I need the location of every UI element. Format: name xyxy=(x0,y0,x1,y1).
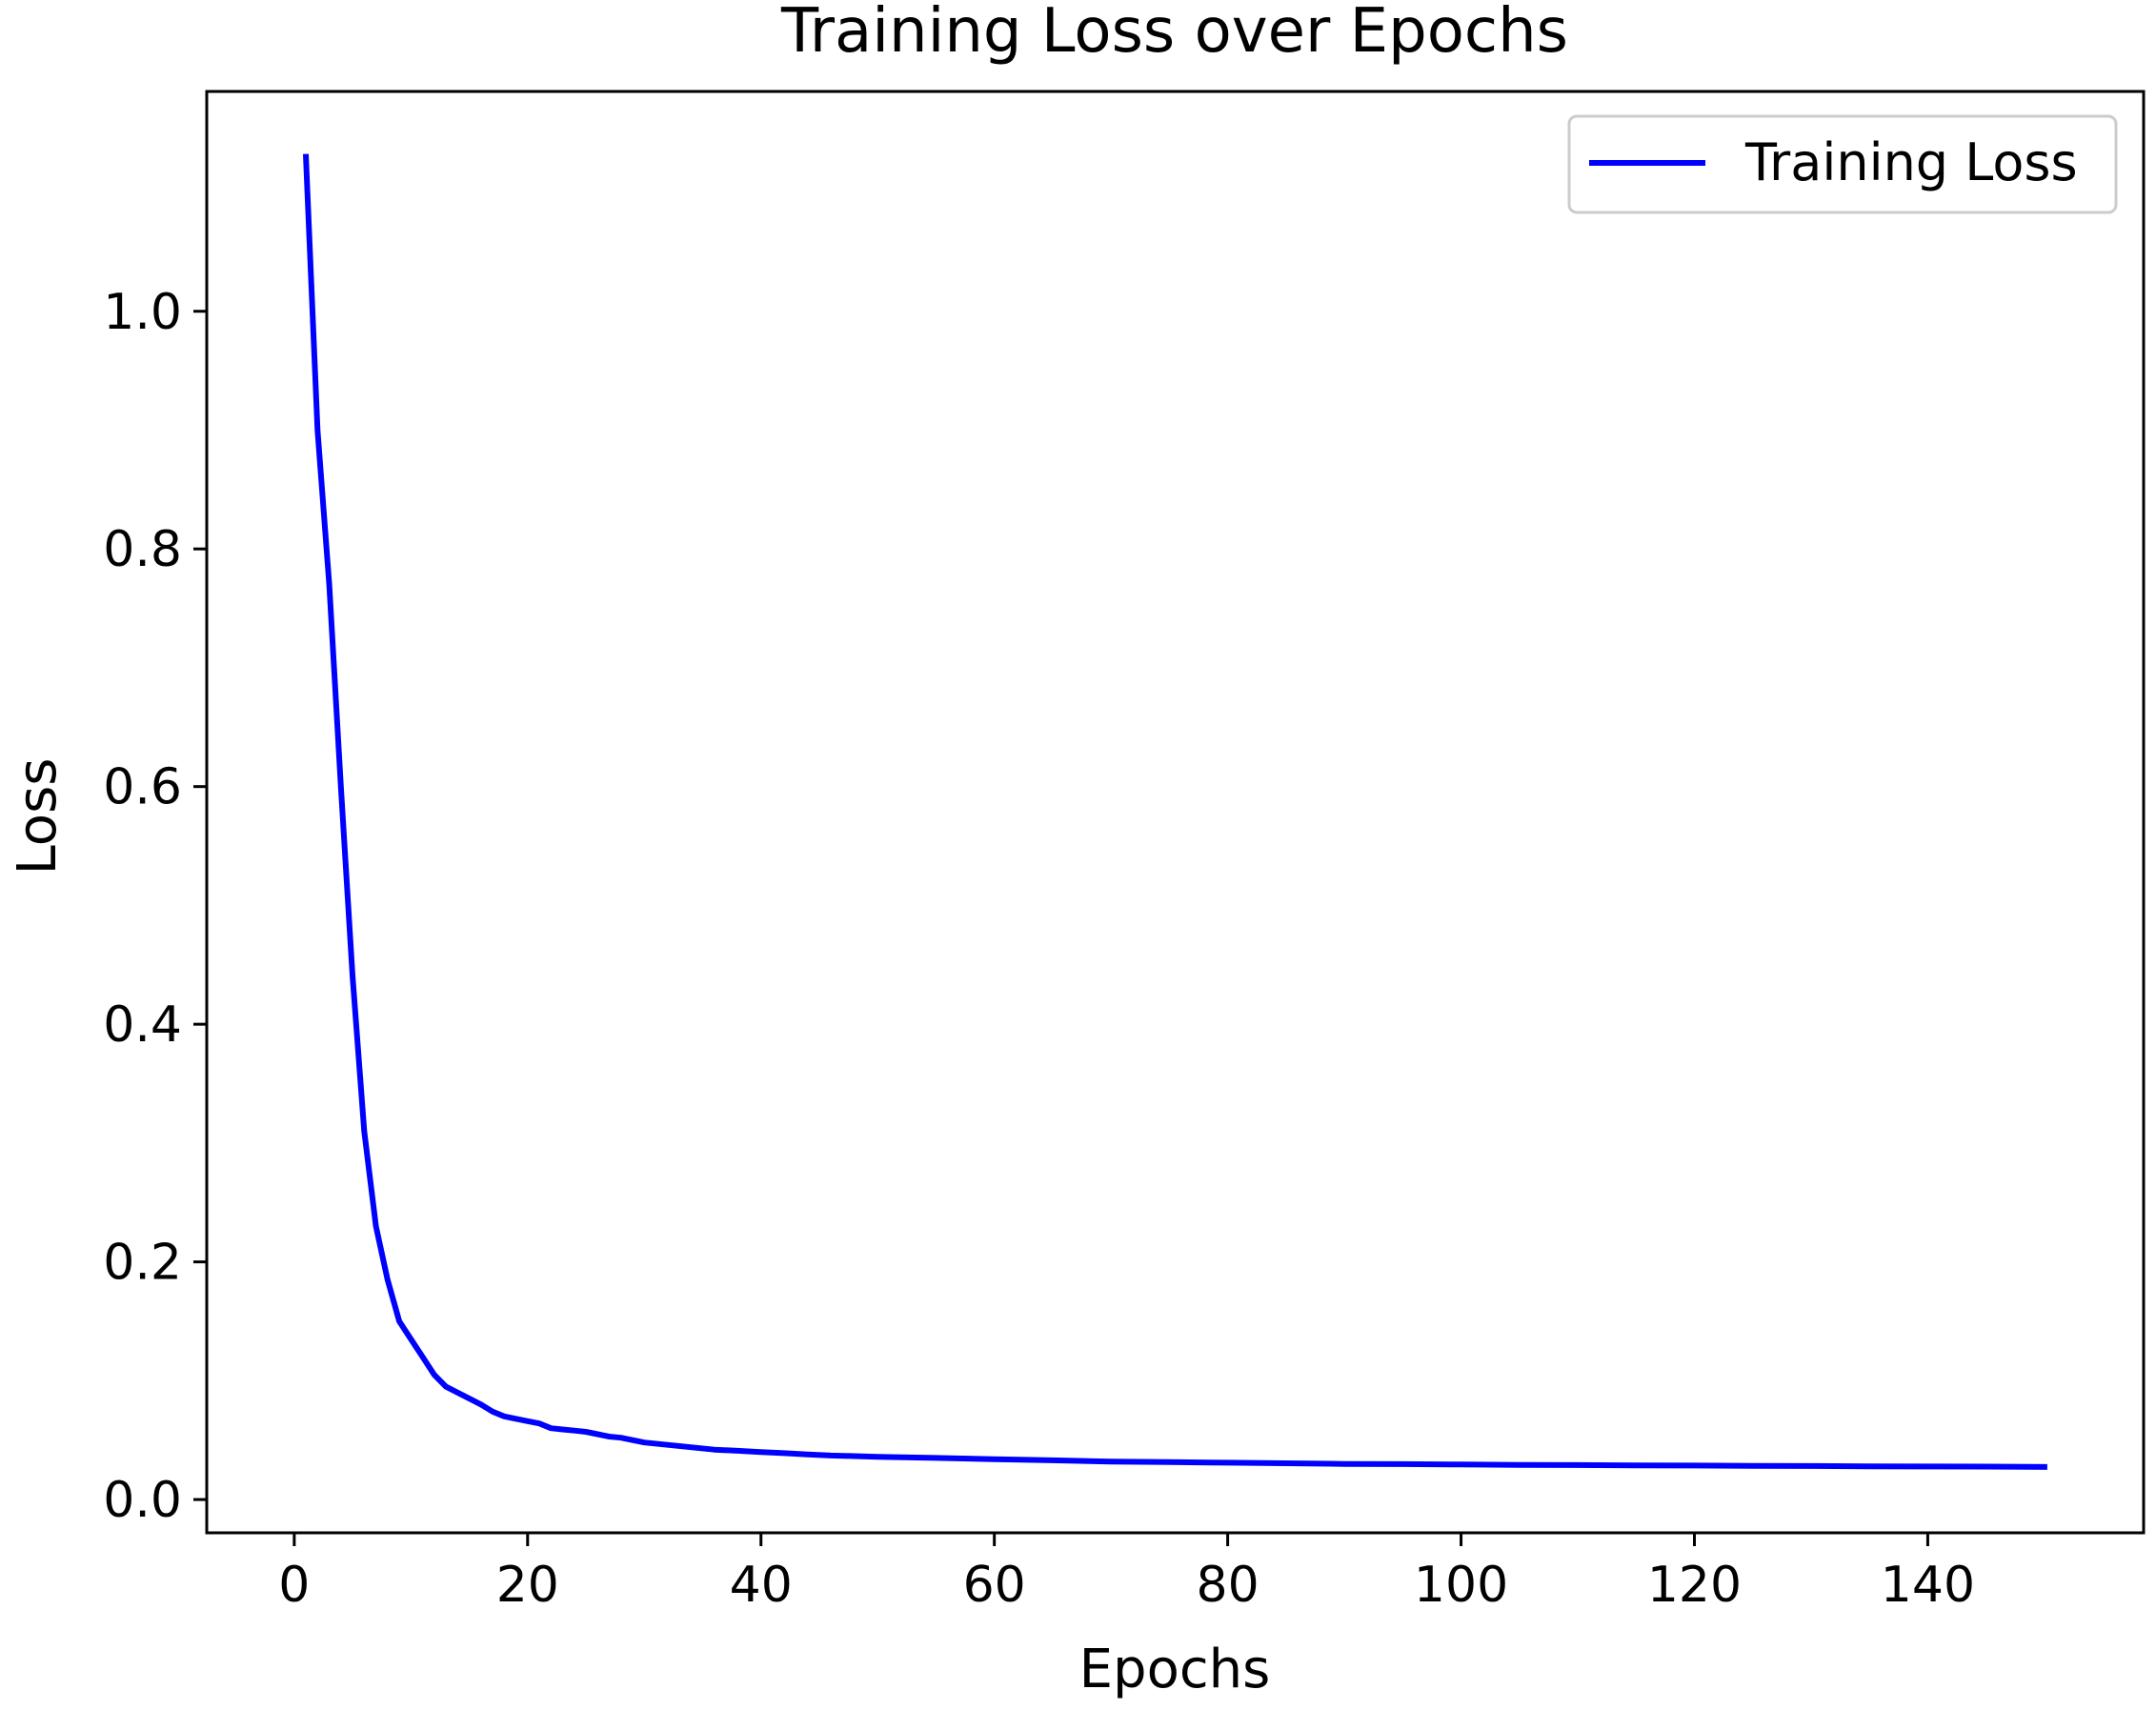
x-tick-label: 100 xyxy=(1414,1557,1508,1614)
x-tick-label: 140 xyxy=(1881,1557,1975,1614)
x-tick-label: 80 xyxy=(1197,1557,1259,1614)
plot-area xyxy=(205,90,2146,1535)
legend-label-training-loss: Training Loss xyxy=(1744,132,2078,192)
series-line-0 xyxy=(302,153,2047,1470)
x-tick-label: 40 xyxy=(730,1557,793,1614)
y-tick-label: 1.0 xyxy=(103,284,182,341)
y-tick-label: 0.6 xyxy=(103,759,182,816)
y-tick-label: 0.4 xyxy=(103,996,182,1054)
x-tick-label: 0 xyxy=(278,1557,310,1614)
x-axis: 0 20 40 60 80 100 120 140 xyxy=(278,1533,1975,1614)
legend-box xyxy=(1567,114,2118,214)
y-axis: 0.0 0.2 0.4 0.6 0.8 1.0 xyxy=(103,284,207,1529)
plot-frame xyxy=(205,90,2146,1535)
legend: Training Loss xyxy=(1567,114,2118,214)
x-tick-label: 120 xyxy=(1647,1557,1742,1614)
x-tick-label: 60 xyxy=(963,1557,1026,1614)
chart-title: Training Loss over Epochs xyxy=(780,0,1568,67)
y-tick-label: 0.8 xyxy=(103,521,182,578)
y-tick-label: 0.0 xyxy=(103,1472,182,1529)
x-tick-label: 20 xyxy=(496,1557,559,1614)
x-axis-label: Epochs xyxy=(1079,1639,1271,1700)
y-tick-label: 0.2 xyxy=(103,1235,182,1292)
y-axis-label: Loss xyxy=(7,758,69,875)
